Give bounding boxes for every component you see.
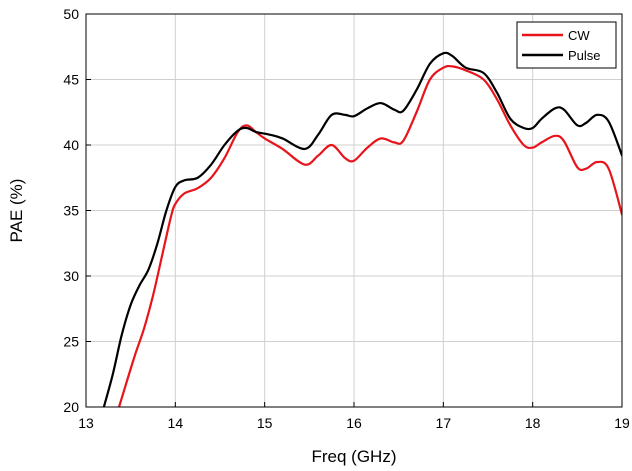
grid	[86, 14, 622, 407]
y-tick-label: 45	[63, 72, 79, 88]
x-tick-label: 15	[257, 415, 273, 431]
x-tick-label: 19	[614, 415, 630, 431]
ticks: 13 14 15 16 17 18 19 20 25 30 35 40 45 50	[63, 6, 630, 431]
y-axis-title: PAE (%)	[7, 179, 26, 243]
series-line-pulse	[102, 51, 622, 407]
series-lines	[102, 51, 622, 407]
legend-label-pulse: Pulse	[568, 48, 601, 63]
legend-box	[516, 21, 617, 69]
x-axis-title: Freq (GHz)	[312, 447, 397, 466]
legend: CW Pulse	[516, 21, 617, 69]
y-tick-label: 40	[63, 137, 79, 153]
series-line-cw	[117, 64, 622, 407]
x-tick-label: 17	[436, 415, 452, 431]
x-tick-label: 18	[525, 415, 541, 431]
legend-label-cw: CW	[568, 28, 590, 43]
y-tick-label: 35	[63, 203, 79, 219]
x-tick-label: 14	[168, 415, 184, 431]
y-tick-label: 50	[63, 6, 79, 22]
y-tick-label: 25	[63, 334, 79, 350]
y-tick-label: 30	[63, 268, 79, 284]
y-tick-label: 20	[63, 399, 79, 415]
x-tick-label: 16	[346, 415, 362, 431]
x-tick-label: 13	[78, 415, 94, 431]
